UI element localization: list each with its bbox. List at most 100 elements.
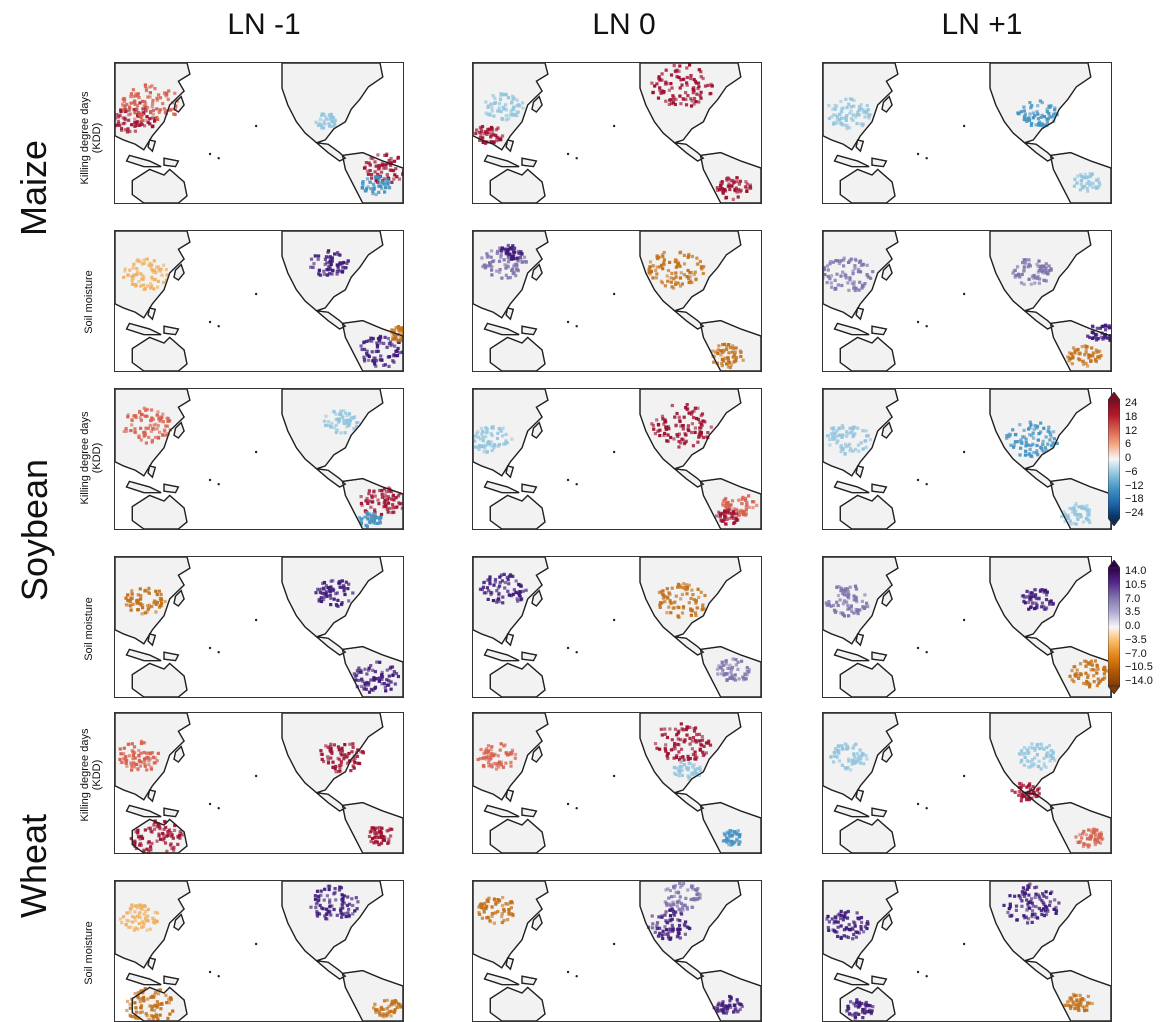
anomaly-cell bbox=[504, 581, 507, 584]
anomaly-cell bbox=[693, 409, 696, 412]
anomaly-cell bbox=[1085, 176, 1088, 179]
anomaly-cell bbox=[385, 153, 388, 156]
island-dot bbox=[217, 807, 219, 809]
anomaly-cell bbox=[373, 508, 376, 511]
anomaly-cell bbox=[847, 910, 850, 913]
anomaly-cell bbox=[482, 445, 485, 448]
anomaly-cell bbox=[502, 766, 505, 769]
anomaly-cell bbox=[1011, 428, 1014, 431]
anomaly-cell bbox=[1070, 669, 1073, 672]
anomaly-cell bbox=[323, 899, 326, 902]
anomaly-cell bbox=[735, 512, 738, 515]
anomaly-cell bbox=[1018, 752, 1021, 755]
anomaly-cell bbox=[372, 826, 375, 829]
anomaly-cell bbox=[684, 588, 687, 591]
anomaly-cell bbox=[839, 598, 842, 601]
anomaly-cell bbox=[716, 668, 719, 671]
anomaly-cell bbox=[1096, 179, 1099, 182]
anomaly-cell bbox=[1031, 602, 1034, 605]
anomaly-cell bbox=[380, 682, 383, 685]
anomaly-cell bbox=[392, 506, 395, 509]
land-outline bbox=[132, 495, 187, 529]
anomaly-cell bbox=[655, 418, 658, 421]
anomaly-cell bbox=[510, 912, 513, 915]
anomaly-cell bbox=[146, 284, 149, 287]
anomaly-cell bbox=[136, 104, 139, 107]
anomaly-cell bbox=[132, 266, 135, 269]
anomaly-cell bbox=[133, 751, 136, 754]
colorbar-tick: 0 bbox=[1125, 452, 1131, 464]
anomaly-cell bbox=[347, 908, 350, 911]
anomaly-cell bbox=[658, 429, 661, 432]
anomaly-cell bbox=[122, 915, 125, 918]
map-panel-soybean-sm-ln-plus1 bbox=[822, 556, 1112, 698]
anomaly-cell bbox=[690, 614, 693, 617]
anomaly-cell bbox=[737, 661, 740, 664]
anomaly-cell bbox=[125, 603, 128, 606]
anomaly-cell bbox=[744, 514, 747, 517]
anomaly-cell bbox=[1038, 792, 1041, 795]
anomaly-cell bbox=[129, 907, 132, 910]
anomaly-cell bbox=[393, 345, 396, 348]
anomaly-cell bbox=[174, 113, 177, 116]
anomaly-cell bbox=[837, 283, 840, 286]
anomaly-cell bbox=[490, 107, 493, 110]
anomaly-cell bbox=[662, 90, 665, 93]
anomaly-cell bbox=[689, 275, 692, 278]
anomaly-cell bbox=[516, 597, 519, 600]
anomaly-cell bbox=[843, 256, 846, 259]
anomaly-cell bbox=[501, 134, 504, 137]
anomaly-cell bbox=[139, 284, 142, 287]
anomaly-cell bbox=[725, 505, 728, 508]
island-dot bbox=[209, 971, 211, 973]
anomaly-cell bbox=[733, 1004, 736, 1007]
anomaly-cell bbox=[723, 498, 726, 501]
anomaly-cell bbox=[715, 514, 718, 517]
anomaly-cell bbox=[155, 116, 158, 119]
anomaly-cell bbox=[707, 84, 710, 87]
anomaly-cell bbox=[679, 886, 682, 889]
anomaly-cell bbox=[1038, 787, 1041, 790]
anomaly-cell bbox=[329, 603, 332, 606]
anomaly-cell bbox=[849, 586, 852, 589]
anomaly-cell bbox=[1020, 799, 1023, 802]
anomaly-cell bbox=[328, 898, 331, 901]
anomaly-cell bbox=[498, 260, 501, 263]
anomaly-cell bbox=[340, 916, 343, 919]
anomaly-cell bbox=[855, 259, 858, 262]
colorbar-tick: 18 bbox=[1125, 411, 1137, 423]
anomaly-cell bbox=[129, 429, 132, 432]
anomaly-cell bbox=[1017, 794, 1020, 797]
anomaly-cell bbox=[703, 420, 706, 423]
anomaly-cell bbox=[1050, 444, 1053, 447]
anomaly-cell bbox=[347, 752, 350, 755]
anomaly-cell bbox=[377, 191, 380, 194]
anomaly-cell bbox=[1095, 672, 1098, 675]
anomaly-cell bbox=[663, 251, 666, 254]
anomaly-cell bbox=[152, 428, 155, 431]
anomaly-cell bbox=[119, 918, 122, 921]
anomaly-cell bbox=[1097, 668, 1100, 671]
anomaly-cell bbox=[484, 100, 487, 103]
row-label-kdd-line2: (KDD) bbox=[91, 398, 103, 518]
anomaly-cell bbox=[680, 84, 683, 87]
anomaly-cell bbox=[851, 937, 854, 940]
anomaly-cell bbox=[369, 163, 372, 166]
anomaly-cell bbox=[1079, 994, 1082, 997]
anomaly-cell bbox=[1037, 893, 1040, 896]
anomaly-cell bbox=[496, 437, 499, 440]
anomaly-cell bbox=[671, 404, 674, 407]
anomaly-cell bbox=[686, 888, 689, 891]
anomaly-cell bbox=[377, 181, 380, 184]
anomaly-cell bbox=[159, 1014, 162, 1017]
anomaly-cell bbox=[138, 922, 141, 925]
anomaly-cell bbox=[1047, 426, 1050, 429]
land-outline bbox=[1051, 803, 1112, 853]
anomaly-cell bbox=[850, 258, 853, 261]
anomaly-cell bbox=[334, 887, 337, 890]
anomaly-cell bbox=[1031, 443, 1034, 446]
anomaly-cell bbox=[376, 344, 379, 347]
anomaly-cell bbox=[368, 691, 371, 694]
anomaly-cell bbox=[492, 762, 495, 765]
row-label-sm-text: Soil moisture bbox=[83, 579, 95, 679]
